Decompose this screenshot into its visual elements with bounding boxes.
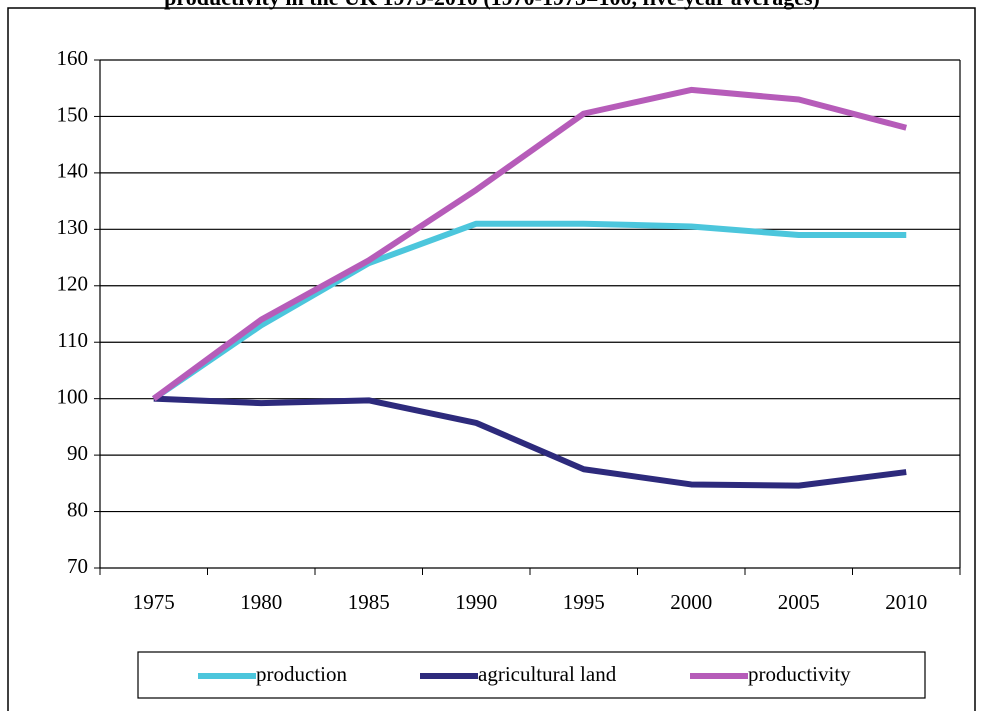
x-tick-label: 1975 bbox=[133, 590, 175, 614]
x-tick-label: 1990 bbox=[455, 590, 497, 614]
y-tick-label: 80 bbox=[67, 497, 88, 521]
y-tick-label: 130 bbox=[57, 215, 89, 239]
series-line bbox=[151, 86, 908, 402]
legend-label: productivity bbox=[748, 662, 851, 686]
y-tick-label: 140 bbox=[57, 159, 89, 183]
y-tick-label: 120 bbox=[57, 272, 89, 296]
x-tick-label: 2010 bbox=[885, 590, 927, 614]
y-tick-label: 100 bbox=[57, 384, 89, 408]
x-tick-label: 2005 bbox=[778, 590, 820, 614]
x-tick-label: 1985 bbox=[348, 590, 390, 614]
y-tick-label: 70 bbox=[67, 554, 88, 578]
series-line bbox=[152, 220, 907, 402]
legend-box bbox=[137, 651, 926, 699]
x-tick-label: 2000 bbox=[670, 590, 712, 614]
y-tick-label: 90 bbox=[67, 441, 88, 465]
legend-label: agricultural land bbox=[478, 662, 617, 686]
legend-label: production bbox=[256, 662, 347, 686]
y-tick-label: 110 bbox=[57, 328, 88, 352]
series-line bbox=[153, 395, 907, 489]
x-tick-label: 1980 bbox=[240, 590, 282, 614]
chart-title: productivity in the UK 1975-2010 (1970-1… bbox=[164, 0, 820, 10]
frame bbox=[7, 7, 976, 711]
x-tick-label: 1995 bbox=[563, 590, 605, 614]
y-tick-label: 150 bbox=[57, 102, 89, 126]
y-tick-label: 160 bbox=[57, 46, 89, 70]
